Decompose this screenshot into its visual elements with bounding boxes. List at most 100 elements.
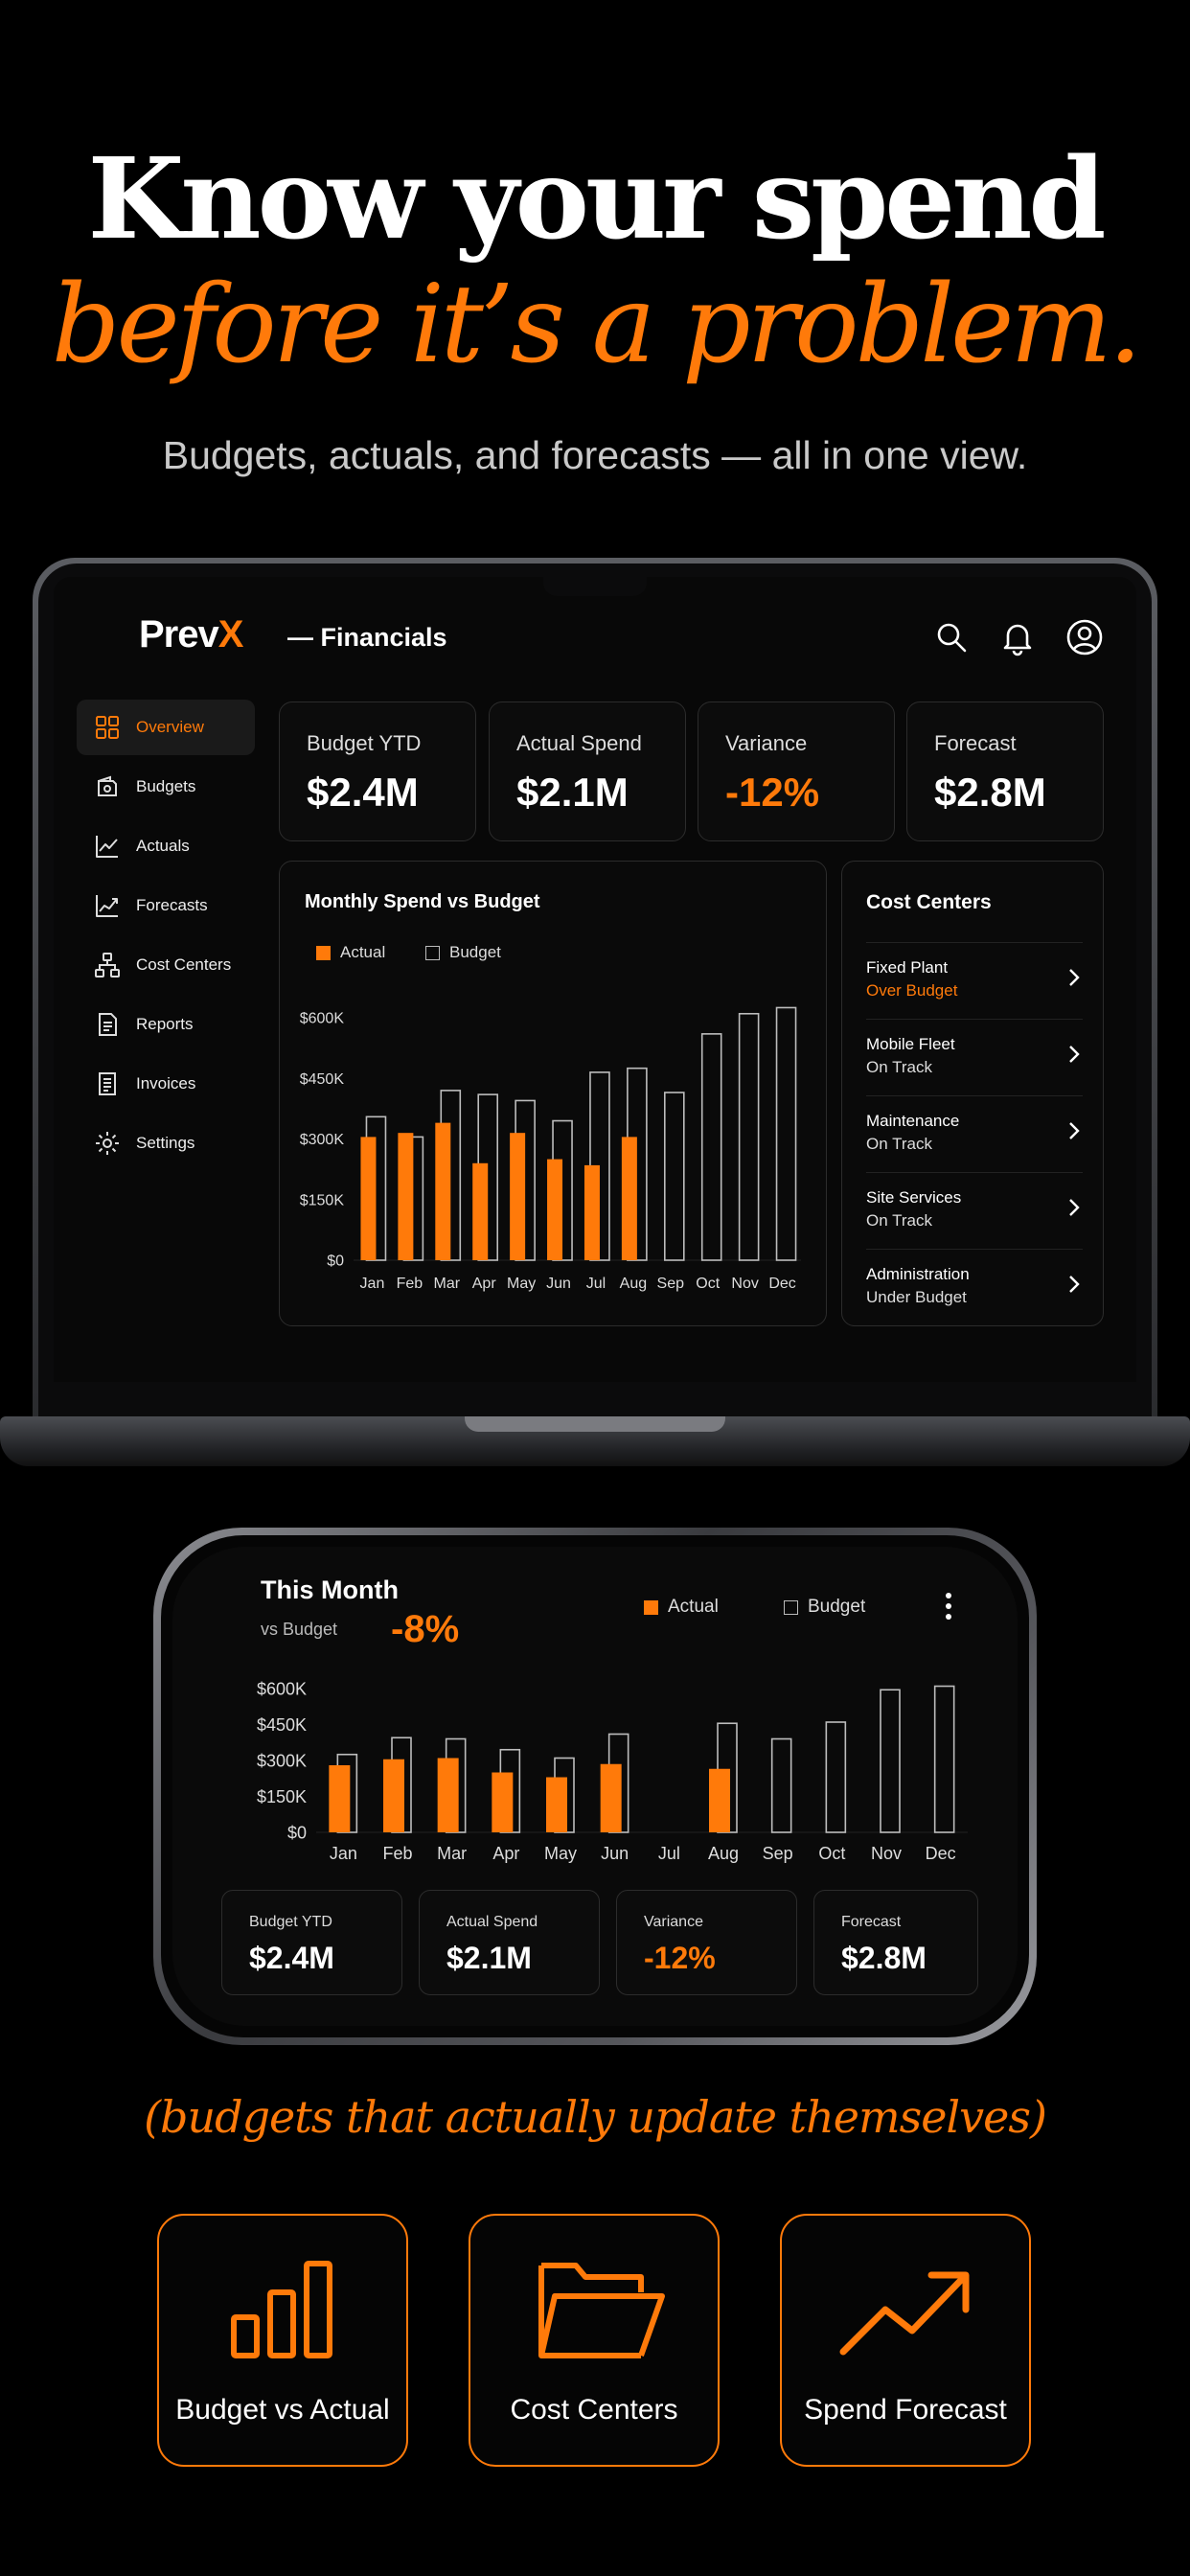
more-vertical-icon[interactable] [939,1591,958,1622]
kpi-label: Variance [644,1914,703,1930]
budget-bar[interactable] [770,1737,792,1833]
feature-card-budget-vs-actual[interactable]: Budget vs Actual [157,2214,408,2467]
cost-center-row-fixed-plant[interactable]: Fixed Plant Over Budget [866,942,1083,1017]
kpi-label: Budget YTD [249,1914,332,1930]
hero-subtitle: Budgets, actuals, and forecasts — all in… [162,433,1028,477]
wallet-icon [98,775,117,796]
folder-icon [538,2263,665,2358]
x-tick-label: Apr [492,1844,519,1863]
actual-bar[interactable] [546,1777,567,1833]
kpi-card-budget-ytd[interactable]: Budget YTD $2.4M [279,702,476,841]
cost-center-status: Over Budget [866,981,958,1000]
report-icon [99,1013,117,1036]
cost-center-name: Fixed Plant [866,958,949,977]
sidebar-item-forecasts[interactable]: Forecasts [77,878,255,933]
actual-bar[interactable] [398,1133,414,1260]
grid-icon [96,716,119,739]
x-tick-label: Nov [731,1276,758,1292]
x-tick-label: Oct [818,1844,845,1863]
legend-actual: Actual [316,943,385,962]
kpi-label: Forecast [934,731,1017,755]
actual-bar[interactable] [584,1164,600,1260]
cost-center-name: Maintenance [866,1112,960,1130]
phone-kpi-forecast[interactable]: Forecast $2.8M [813,1890,978,1995]
budget-bar[interactable] [663,1092,685,1261]
search-icon[interactable] [932,618,971,656]
kpi-value: $2.4M [307,770,419,815]
user-circle-icon[interactable] [1065,618,1104,656]
budget-bar[interactable] [933,1685,955,1833]
y-tick-label: $150K [257,1787,307,1806]
feature-card-spend-forecast[interactable]: Spend Forecast [780,2214,1031,2467]
actual-bar[interactable] [492,1772,514,1833]
invoice-icon [99,1072,116,1095]
actual-bar[interactable] [510,1133,526,1260]
trend-up-icon [839,2271,970,2356]
feature-label: Spend Forecast [804,2394,1007,2426]
kpi-label: Actual Spend [446,1914,538,1930]
kpi-value: -12% [725,770,820,815]
bell-icon[interactable] [998,618,1037,656]
actual-bar[interactable] [709,1768,730,1832]
x-tick-label: May [507,1276,536,1292]
kpi-card-actual-spend[interactable]: Actual Spend $2.1M [489,702,686,841]
actual-bar[interactable] [360,1137,377,1260]
cost-center-row-site-services[interactable]: Site Services On Track [866,1172,1083,1247]
cost-center-row-mobile-fleet[interactable]: Mobile Fleet On Track [866,1019,1083,1093]
budget-bar[interactable] [775,1006,797,1261]
feature-label: Budget vs Actual [175,2394,390,2426]
legend-budget: Budget [425,943,501,962]
kpi-card-variance[interactable]: Variance -12% [698,702,895,841]
sidebar-item-budgets[interactable]: Budgets [77,759,255,815]
phone-kpi-variance[interactable]: Variance -12% [616,1890,797,1995]
actual-bar[interactable] [437,1758,459,1833]
cost-center-row-maintenance[interactable]: Maintenance On Track [866,1095,1083,1170]
kpi-value: $2.4M [249,1941,334,1975]
laptop-notch [543,571,647,596]
x-tick-label: Sep [657,1276,685,1292]
y-tick-label: $300K [257,1751,307,1770]
cost-center-status: On Track [866,1211,932,1230]
actual-bar[interactable] [600,1763,622,1832]
x-tick-label: Sep [763,1844,793,1863]
app-logo[interactable]: PrevX [139,613,243,656]
actual-bar[interactable] [329,1765,351,1832]
kpi-card-forecast[interactable]: Forecast $2.8M [906,702,1104,841]
sidebar-item-settings[interactable]: Settings [77,1116,255,1171]
chevron-right-icon [1069,1199,1080,1216]
x-tick-label: Jul [586,1276,606,1292]
phone-kpi-actual-spend[interactable]: Actual Spend $2.1M [419,1890,600,1995]
sidebar-item-overview[interactable]: Overview [77,700,255,755]
y-tick-label: $150K [300,1192,345,1208]
sidebar-item-actuals[interactable]: Actuals [77,818,255,874]
actual-bar[interactable] [435,1122,451,1260]
budget-bar[interactable] [738,1012,760,1261]
laptop-base-lip [465,1416,725,1432]
actual-bar[interactable] [621,1137,637,1260]
sidebar-item-cost-centers[interactable]: Cost Centers [77,937,255,993]
phone-title: This Month [261,1576,399,1604]
phone-legend-budget: Budget [784,1597,865,1618]
budget-bar[interactable] [880,1689,901,1833]
kpi-label: Budget YTD [307,731,422,755]
sidebar-item-reports[interactable]: Reports [77,997,255,1052]
cost-center-name: Site Services [866,1188,962,1207]
monthly-spend-chart: $0 $150K $300K $450K $600K Jan Feb Mar Apr May Jun… [300,1006,801,1292]
phone-kpi-budget-ytd[interactable]: Budget YTD $2.4M [221,1890,402,1995]
sidebar-item-invoices[interactable]: Invoices [77,1056,255,1112]
x-tick-label: Aug [620,1276,647,1292]
feature-card-cost-centers[interactable]: Cost Centers [469,2214,720,2467]
bar-chart-icon [231,2261,332,2358]
budget-bar[interactable] [825,1721,847,1833]
cost-center-row-administration[interactable]: Administration Under Budget [866,1249,1083,1323]
budget-bar[interactable] [700,1033,722,1261]
sidebar-item-label: Overview [136,718,204,736]
phone-variance: -8% [391,1608,460,1650]
actual-bar[interactable] [472,1162,489,1260]
actual-bar[interactable] [547,1159,563,1260]
y-tick-label: $600K [300,1011,345,1027]
cost-center-name: Mobile Fleet [866,1035,955,1053]
app-title: — Financials [287,623,447,652]
x-tick-label: Mar [437,1844,467,1863]
actual-bar[interactable] [383,1759,404,1832]
